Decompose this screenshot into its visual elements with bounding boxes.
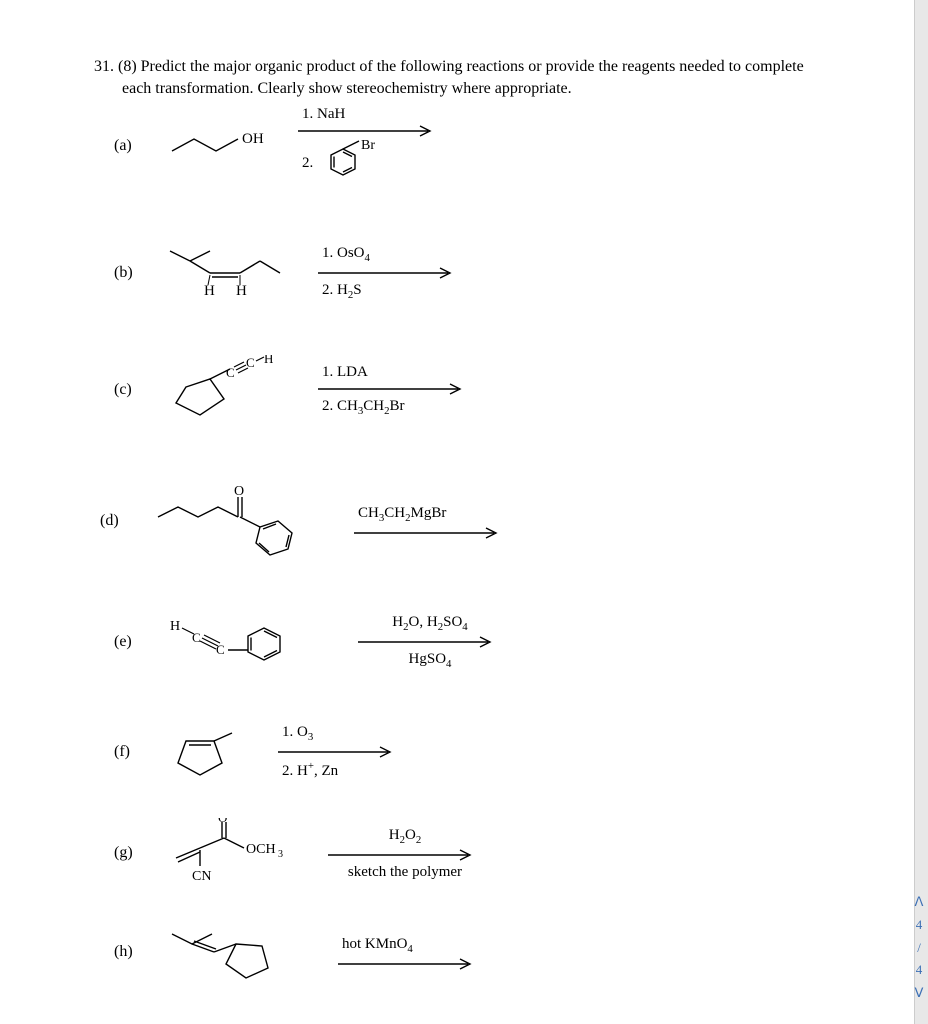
arrow-icon xyxy=(278,746,398,758)
label-f: (f) xyxy=(114,743,144,761)
svg-text:CN: CN xyxy=(192,869,211,884)
arrow-e: H2O, H2SO4 HgSO4 xyxy=(358,613,498,671)
reagent-b-top: 1. OsO4 xyxy=(318,244,370,265)
reagent-g-bot: sketch the polymer xyxy=(344,863,462,881)
part-a: (a) OH 1. NaH 2. xyxy=(114,105,834,187)
label-c: (c) xyxy=(114,381,144,399)
label-a: (a) xyxy=(114,137,144,155)
label-b: (b) xyxy=(114,264,144,282)
nav-total: 4 xyxy=(912,960,926,981)
reagent-f-bot: 2. H+, Zn xyxy=(278,760,338,780)
reagent-e-bot: HgSO4 xyxy=(405,650,452,671)
arrow-icon xyxy=(338,958,478,970)
arrow-g: H2O2 sketch the polymer xyxy=(328,826,478,881)
label-g: (g) xyxy=(114,844,144,862)
reagent-d-top: CH3CH2MgBr xyxy=(354,504,446,525)
part-f: (f) 1. O3 2. H+, Zn xyxy=(114,723,834,780)
arrow-f: 1. O3 2. H+, Zn xyxy=(278,723,398,780)
reactant-e: H C C xyxy=(166,614,336,670)
reagent-a-bot: 2. Br xyxy=(298,139,389,187)
nav-up-icon[interactable]: ᐱ xyxy=(912,892,926,913)
arrow-icon xyxy=(298,125,438,137)
svg-text:O: O xyxy=(218,818,227,825)
reagent-c-bot: 2. CH3CH2Br xyxy=(318,397,405,418)
q-points: (8) xyxy=(118,58,137,75)
svg-text:C: C xyxy=(216,642,225,657)
svg-text:C: C xyxy=(226,365,235,380)
reagent-g-top: H2O2 xyxy=(385,826,422,847)
arrow-icon xyxy=(318,383,468,395)
arrow-b: 1. OsO4 2. H2S xyxy=(318,244,458,302)
reagent-b-bot: 2. H2S xyxy=(318,281,362,302)
benzylbromide-icon: Br xyxy=(317,139,389,187)
part-b: (b) H H xyxy=(114,243,834,303)
label-e: (e) xyxy=(114,633,144,651)
part-c: (c) C C H 1. LDA xyxy=(114,355,834,425)
part-g: (g) O OCH 3 xyxy=(114,818,834,888)
parts-list: (a) OH 1. NaH 2. xyxy=(114,105,834,980)
arrow-icon xyxy=(318,267,458,279)
part-e: (e) H C C xyxy=(114,613,834,671)
nav-current: 4 xyxy=(912,915,926,936)
reactant-a: OH xyxy=(166,129,276,163)
page: 31. (8) Predict the major organic produc… xyxy=(14,0,914,1024)
scroll-gutter xyxy=(914,0,928,1024)
reactant-g: O OCH 3 CN xyxy=(166,818,306,888)
nav-down-icon[interactable]: ᐯ xyxy=(912,983,926,1004)
reagent-c-top: 1. LDA xyxy=(318,363,368,381)
arrow-icon xyxy=(328,849,478,861)
arrow-d: CH3CH2MgBr xyxy=(354,504,504,539)
reagent-e-top: H2O, H2SO4 xyxy=(388,613,467,634)
question-text: 31. (8) Predict the major organic produc… xyxy=(94,56,834,99)
part-h: (h) hot KMnO4 xyxy=(114,924,834,980)
reagent-a-top: 1. NaH xyxy=(298,105,345,123)
label-h: (h) xyxy=(114,943,144,961)
svg-text:OH: OH xyxy=(242,131,264,147)
reagent-a-bot-prefix: 2. xyxy=(302,154,313,172)
arrow-a: 1. NaH 2. Br xyxy=(298,105,438,187)
reactant-f xyxy=(166,727,256,777)
svg-text:O: O xyxy=(234,484,244,499)
arrow-icon xyxy=(358,636,498,648)
arrow-c: 1. LDA 2. CH3CH2Br xyxy=(318,363,468,418)
svg-text:H: H xyxy=(264,355,273,366)
q-number: 31. xyxy=(94,58,114,75)
svg-text:OCH: OCH xyxy=(246,842,276,857)
reagent-h-top: hot KMnO4 xyxy=(338,935,413,956)
arrow-icon xyxy=(354,527,504,539)
nav-slash: / xyxy=(912,938,926,959)
svg-text:C: C xyxy=(192,630,201,645)
reactant-h xyxy=(166,924,316,980)
reagent-f-top: 1. O3 xyxy=(278,723,313,744)
q-body: Predict the major organic product of the… xyxy=(122,58,804,97)
part-d: (d) O xyxy=(100,481,834,561)
label-d: (d) xyxy=(100,512,130,530)
arrow-h: hot KMnO4 xyxy=(338,935,478,970)
reactant-c: C C H xyxy=(166,355,296,425)
svg-text:H: H xyxy=(170,619,180,634)
svg-text:H: H xyxy=(236,283,247,299)
page-nav: ᐱ 4 / 4 ᐯ xyxy=(912,890,926,1006)
reactant-d: O xyxy=(152,481,332,561)
reactant-b: H H xyxy=(166,243,296,303)
svg-text:3: 3 xyxy=(278,849,283,860)
svg-text:Br: Br xyxy=(361,139,375,153)
svg-text:H: H xyxy=(204,283,215,299)
